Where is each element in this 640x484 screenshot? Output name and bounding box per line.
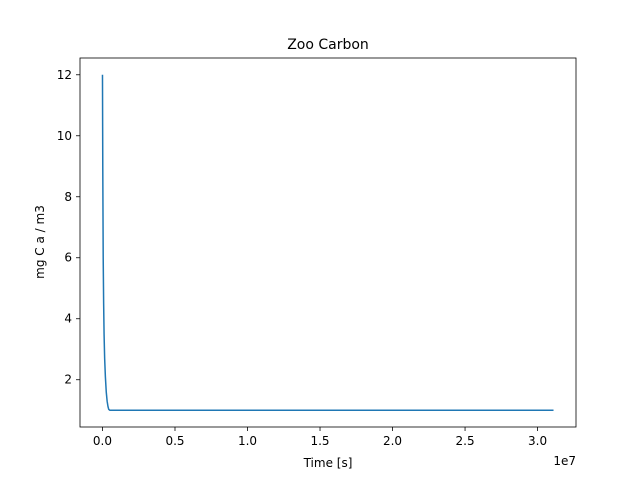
- x-tick-label: 0.5: [165, 434, 184, 448]
- y-tick-label: 10: [57, 129, 72, 143]
- y-tick-label: 8: [64, 190, 72, 204]
- y-tick-label: 12: [57, 68, 72, 82]
- plot-frame: [79, 57, 577, 428]
- x-axis-offset-label: 1e7: [553, 454, 576, 468]
- x-tick-label: 0.0: [93, 434, 112, 448]
- series-line: [101, 74, 554, 411]
- x-tick-label: 1.0: [238, 434, 257, 448]
- y-axis-ticks: 2 4 6 8 10 12: [57, 68, 80, 387]
- y-tick-label: 6: [64, 251, 72, 265]
- plot-area: [80, 58, 576, 427]
- x-tick-label: 3.0: [528, 434, 547, 448]
- x-tick-label: 2.5: [456, 434, 475, 448]
- y-axis-label: mg C a / m3: [33, 205, 47, 279]
- x-tick-label: 1.5: [310, 434, 329, 448]
- x-axis-ticks: 0.0 0.5 1.0 1.5 2.0 2.5 3.0: [93, 427, 547, 448]
- y-tick-label: 2: [64, 373, 72, 387]
- y-tick-label: 4: [64, 312, 72, 326]
- x-axis-label: Time [s]: [303, 456, 353, 470]
- x-tick-label: 2.0: [383, 434, 402, 448]
- chart-title: Zoo Carbon: [287, 37, 369, 53]
